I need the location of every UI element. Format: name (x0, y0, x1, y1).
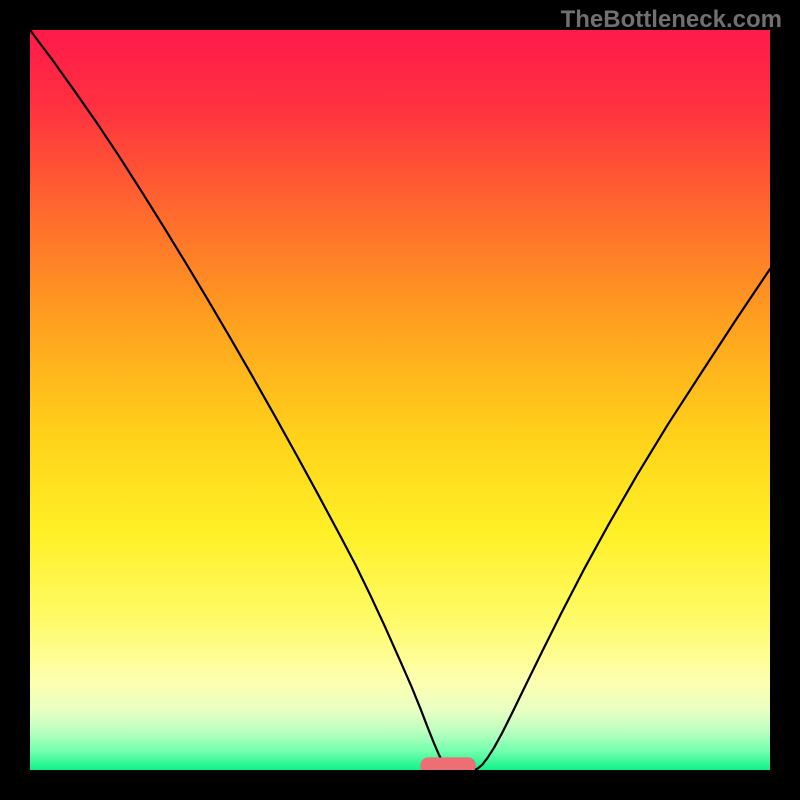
chart-svg (30, 30, 770, 770)
plot-area (30, 30, 770, 770)
optimum-marker (420, 757, 476, 770)
chart-frame: TheBottleneck.com (0, 0, 800, 800)
watermark-text: TheBottleneck.com (561, 6, 782, 34)
